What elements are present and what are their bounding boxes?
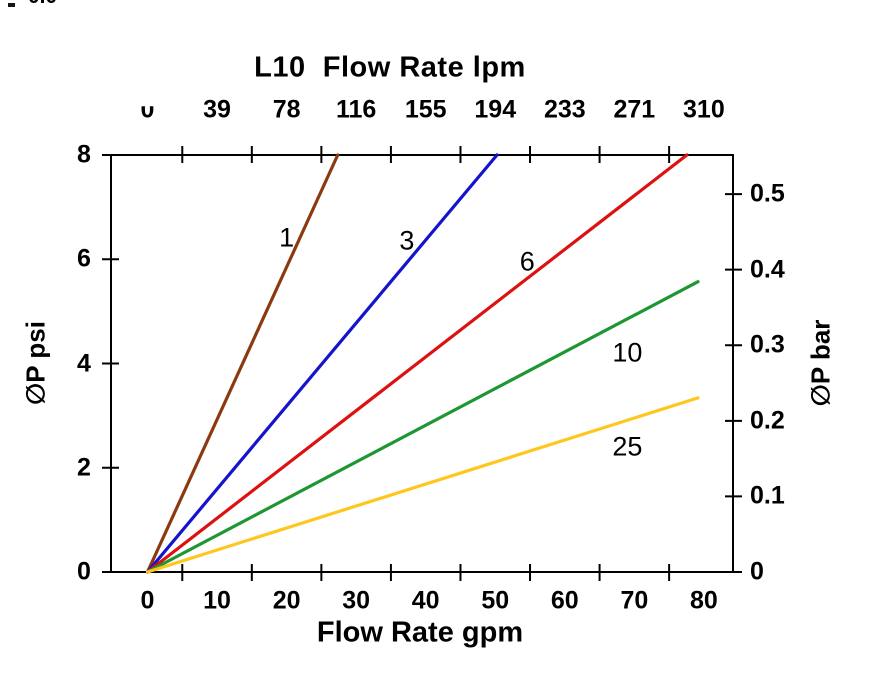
top-axis-tick-label: 155 bbox=[404, 95, 447, 124]
bottom-axis-tick-label: 80 bbox=[689, 586, 718, 615]
curve-1-line bbox=[145, 153, 340, 574]
right-axis-title: ∅P bar bbox=[805, 319, 836, 407]
top-axis-tick-label: 0 bbox=[137, 93, 158, 124]
left-axis-tick-label: 8 bbox=[77, 140, 91, 169]
right-axis-tick-label: 0.3 bbox=[750, 330, 785, 359]
curve-6-line bbox=[145, 153, 689, 574]
right-axis-tick-label: 0 bbox=[750, 557, 764, 586]
top-axis-tick-label: 78 bbox=[272, 95, 301, 124]
curve-label-10: 10 bbox=[612, 337, 643, 368]
bottom-axis-tick-label: 10 bbox=[203, 586, 231, 615]
curve-label-25: 25 bbox=[612, 431, 643, 462]
bottom-axis-tick-label: 50 bbox=[481, 586, 510, 615]
left-axis-tick-label: 6 bbox=[77, 244, 91, 273]
left-axis-tick-label: 2 bbox=[77, 453, 91, 481]
top-axis-tick-label: 233 bbox=[543, 95, 586, 124]
text-fragment: 0.0 bbox=[28, 0, 57, 9]
chart-title: L10 Flow Rate lpm bbox=[254, 51, 526, 84]
left-axis-tick-label: 0 bbox=[77, 557, 91, 586]
bottom-axis-tick-label: 30 bbox=[342, 586, 371, 615]
curve-label-6: 6 bbox=[519, 246, 535, 277]
right-axis-tick-label: 0.2 bbox=[750, 406, 785, 435]
top-axis-tick-label: 39 bbox=[203, 95, 231, 124]
bottom-axis-title: Flow Rate gpm bbox=[316, 616, 524, 649]
clipped-text-fragment: 0.0 bbox=[0, 0, 120, 9]
text-fragment-mark bbox=[8, 3, 15, 7]
curve-label-3: 3 bbox=[399, 225, 415, 256]
bottom-axis-tick-label: 0 bbox=[140, 586, 155, 615]
left-axis-tick-label: 4 bbox=[77, 348, 91, 377]
bottom-axis-tick-label: 60 bbox=[550, 586, 579, 615]
bottom-axis-tick-label: 70 bbox=[620, 586, 649, 615]
left-axis-title: ∅P psi bbox=[20, 321, 51, 405]
right-axis-tick-label: 0.4 bbox=[750, 254, 785, 283]
curve-label-1: 1 bbox=[279, 222, 295, 253]
bottom-axis-tick-label: 20 bbox=[272, 586, 301, 615]
top-axis-tick-label: 310 bbox=[683, 95, 725, 124]
top-axis-tick-label: 116 bbox=[335, 95, 377, 124]
right-axis-tick-label: 0.1 bbox=[750, 481, 785, 510]
right-axis-tick-label: 0.5 bbox=[750, 179, 785, 208]
top-axis-tick-label: 271 bbox=[613, 95, 656, 124]
curve-10-line bbox=[145, 280, 700, 574]
curve-3-line bbox=[145, 153, 499, 574]
top-axis-tick-label: 194 bbox=[474, 95, 517, 124]
curve-25-line bbox=[145, 396, 700, 574]
bottom-axis-tick-label: 40 bbox=[411, 586, 440, 615]
